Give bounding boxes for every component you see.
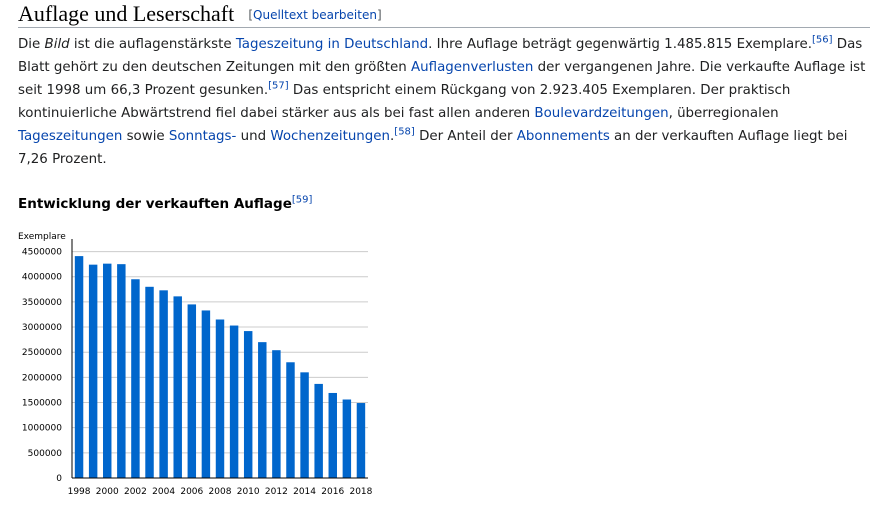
text: Der Anteil der	[414, 129, 517, 144]
y-axis-label: Exemplare	[18, 232, 66, 242]
section-heading-row: Auflage und Leserschaft [Quelltext bearb…	[18, 0, 870, 28]
bar-2017	[342, 399, 352, 478]
edit-section: [Quelltext bearbeiten]	[248, 8, 381, 22]
bar-2016	[328, 392, 337, 478]
bar-2003	[145, 286, 154, 478]
link-auflagenverlusten[interactable]: Auflagenverlusten	[411, 60, 534, 75]
article-paragraph: Die Bild ist die auflagenstärkste Tagesz…	[18, 33, 866, 171]
link-wochenzeitungen[interactable]: Wochenzeitungen	[270, 129, 391, 144]
text: Die	[18, 37, 45, 52]
y-tick-label: 3000000	[22, 323, 62, 333]
bar-2000	[103, 263, 112, 478]
text: sowie	[122, 129, 169, 144]
x-tick-label: 2010	[237, 487, 260, 497]
reference-58[interactable]: [58]	[394, 126, 415, 138]
x-tick-label: 2004	[152, 487, 175, 497]
x-tick-label: 2016	[321, 487, 344, 497]
bar-1999	[88, 264, 98, 478]
text: an der verkauften Auflage liegt bei 7,26…	[18, 129, 848, 167]
bar-2002	[131, 279, 140, 478]
bar-2013	[286, 362, 295, 478]
section-title: Auflage und Leserschaft	[18, 1, 235, 26]
bar-2009	[229, 325, 239, 478]
x-tick-label: 2000	[96, 487, 119, 497]
newspaper-name: Bild	[44, 37, 70, 52]
chart-heading: Entwicklung der verkauften Auflage[59]	[18, 194, 313, 212]
link-tageszeitung-in-deutschland[interactable]: Tageszeitung in Deutschland	[235, 37, 429, 52]
x-tick-label: 2012	[265, 487, 288, 497]
circulation-bar-chart: 0 500000 1000000 1500000 2000000 2500000 30000…	[18, 232, 373, 497]
bar-1998	[74, 256, 84, 478]
link-tageszeitungen[interactable]: Tageszeitungen	[18, 129, 123, 144]
text: ist die auflagenstärkste	[69, 37, 236, 52]
text: .	[390, 129, 395, 144]
bar-2012	[272, 350, 281, 478]
x-tick-label: 1998	[68, 487, 91, 497]
bar-2001	[117, 264, 126, 478]
x-tick-label: 2008	[209, 487, 232, 497]
bar-2004	[159, 290, 168, 478]
y-tick-label: 1000000	[22, 424, 62, 434]
bar-2007	[201, 310, 211, 478]
link-sonntags[interactable]: Sonntags-	[168, 129, 237, 144]
edit-bracket-open: [	[248, 8, 254, 22]
y-tick-label: 4000000	[22, 273, 62, 283]
x-tick-label: 2018	[349, 487, 372, 497]
chart-heading-text: Entwicklung der verkauften Auflage	[18, 196, 292, 212]
bar-2006	[187, 304, 197, 478]
y-tick-label: 500000	[28, 449, 63, 459]
bar-2018	[356, 403, 366, 478]
y-tick-label: 2000000	[22, 373, 62, 383]
bar-2005	[173, 296, 182, 478]
bar-2008	[215, 319, 225, 478]
bar-2014	[300, 372, 309, 478]
chart-axes: 0 500000 1000000 1500000 2000000 2500000 30000…	[22, 239, 373, 497]
reference-57[interactable]: [57]	[268, 80, 289, 92]
text: und	[236, 129, 271, 144]
y-tick-label: 2500000	[22, 348, 62, 358]
x-tick-label: 2002	[124, 487, 147, 497]
y-tick-label: 3500000	[22, 298, 62, 308]
reference-56[interactable]: [56]	[811, 34, 833, 46]
link-abonnements[interactable]: Abonnements	[516, 129, 610, 144]
text: Das entspricht einem Rückgang von 2.923.…	[18, 83, 791, 121]
y-tick-label: 0	[56, 474, 62, 484]
bar-2015	[314, 383, 323, 478]
link-boulevardzeitungen[interactable]: Boulevardzeitungen	[534, 106, 669, 121]
bar-2011	[258, 342, 267, 478]
edit-source-link[interactable]: Quelltext bearbeiten	[253, 8, 377, 22]
text: , überregionalen	[668, 106, 779, 121]
x-tick-label: 2006	[180, 487, 203, 497]
text: Das Blatt gehört zu den deutschen Zeitun…	[18, 37, 863, 75]
reference-59[interactable]: [59]	[291, 194, 313, 206]
y-tick-label: 4500000	[22, 248, 62, 258]
y-tick-label: 1500000	[22, 399, 62, 409]
x-tick-label: 2014	[293, 487, 316, 497]
text: . Ihre Auflage beträgt gegenwärtig 1.485…	[428, 37, 812, 52]
edit-bracket-close: ]	[376, 8, 382, 22]
bar-2010	[243, 331, 253, 478]
chart-bars	[74, 256, 366, 478]
text: der vergangenen Jahre. Die verkaufte Auf…	[18, 60, 866, 98]
